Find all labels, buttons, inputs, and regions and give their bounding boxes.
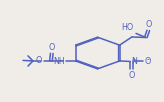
Text: O: O: [128, 71, 135, 80]
Text: O: O: [144, 57, 151, 66]
Text: NH: NH: [53, 57, 65, 66]
Text: -: -: [146, 55, 149, 64]
Text: O: O: [36, 56, 42, 65]
Text: O: O: [49, 43, 55, 52]
Text: O: O: [146, 20, 152, 29]
Text: HO: HO: [121, 23, 133, 32]
Text: N: N: [132, 57, 137, 66]
Text: +: +: [131, 57, 136, 62]
